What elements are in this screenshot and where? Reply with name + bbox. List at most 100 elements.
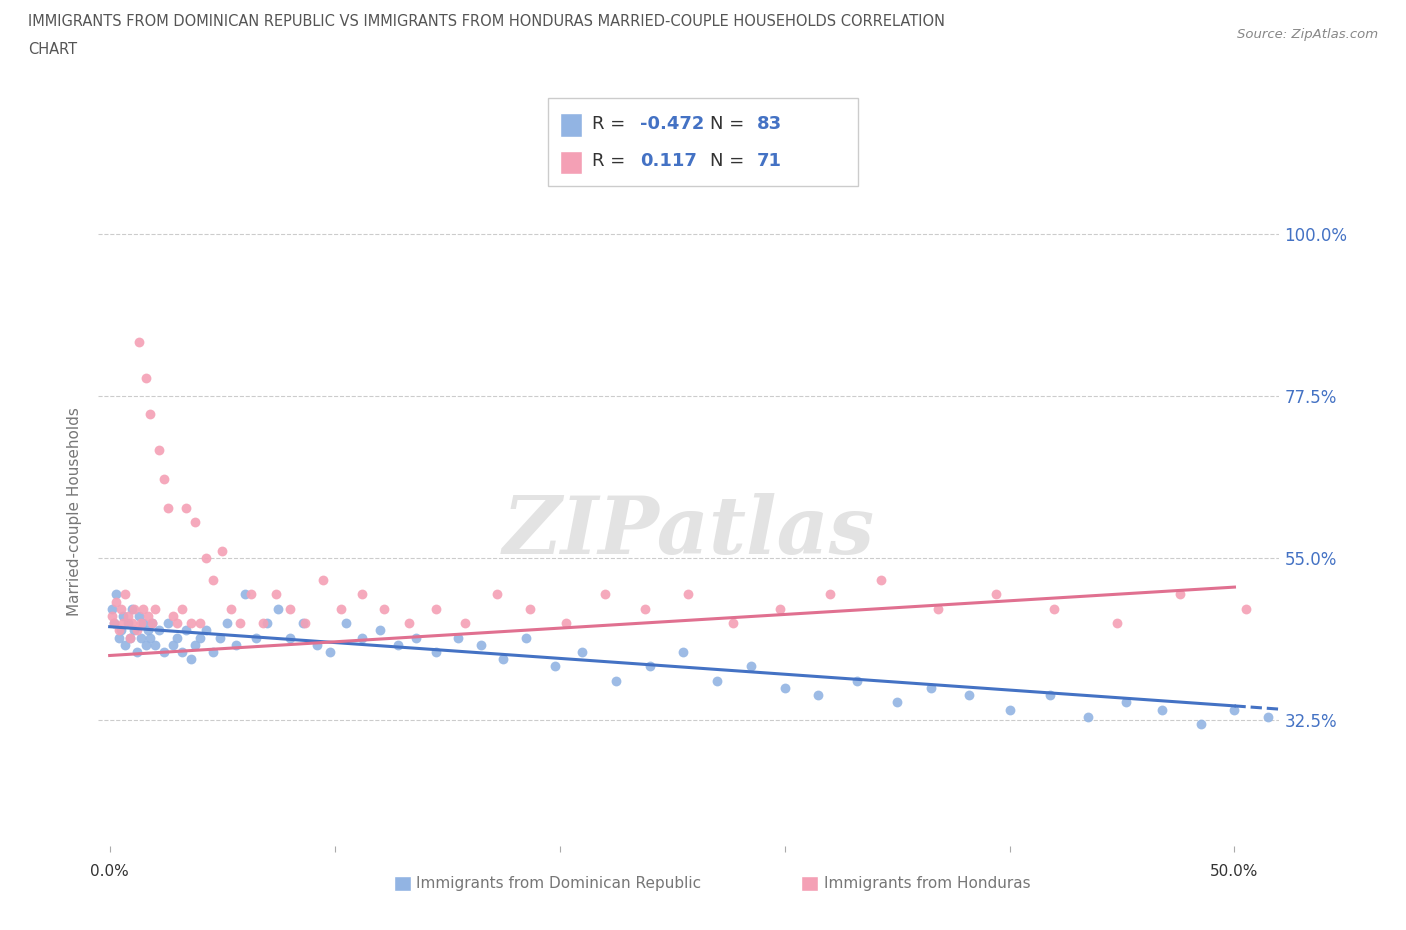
Text: 0.117: 0.117 [640,152,696,170]
Point [180,652,202,667]
Point [706,673,728,688]
Point [110,623,132,638]
Point [152,472,174,486]
Point [229,616,252,631]
Point [294,616,316,631]
Point [188,630,211,644]
Point [174,500,197,515]
Point [1324,731,1347,746]
Point [368,623,391,638]
Point [152,644,174,659]
Point [267,602,290,617]
Point [124,623,146,638]
Point [492,652,515,667]
Point [114,637,136,652]
Point [129,630,152,644]
Point [425,602,447,617]
Point [110,602,132,617]
Point [1107,616,1129,631]
Point [1302,616,1324,631]
Point [1291,716,1313,731]
Point [136,608,159,623]
Point [141,616,163,631]
Point [195,551,218,565]
Point [721,616,744,631]
Point [1115,695,1137,710]
Point [184,637,207,652]
Point [166,616,188,631]
Point [195,623,218,638]
Text: 0.0%: 0.0% [90,864,129,879]
Point [128,608,150,623]
Point [105,594,128,609]
Point [319,644,342,659]
Point [184,515,207,530]
Point [170,602,193,617]
Point [292,616,315,631]
Text: Immigrants from Dominican Republic: Immigrants from Dominican Republic [416,876,702,891]
Point [225,637,247,652]
Point [515,630,537,644]
Point [676,587,699,602]
Point [1369,587,1392,602]
Point [571,644,593,659]
Point [252,616,274,631]
Point [121,616,143,631]
Point [240,587,263,602]
Point [330,602,353,617]
Point [208,630,231,644]
Text: 71: 71 [756,152,782,170]
Point [425,644,447,659]
Text: Source: ZipAtlas.com: Source: ZipAtlas.com [1237,28,1378,41]
Point [818,587,841,602]
Point [107,623,129,638]
Point [188,616,211,631]
Point [1043,602,1066,617]
Text: 50.0%: 50.0% [1211,864,1258,879]
Point [101,602,124,617]
Text: R =: R = [592,152,631,170]
Point [387,637,409,652]
Point [125,623,148,638]
Point [1152,702,1174,717]
Point [264,587,287,602]
Point [135,371,157,386]
Point [105,587,128,602]
Point [350,587,373,602]
Point [769,602,792,617]
Point [886,695,908,710]
Point [1257,710,1279,724]
Text: 83: 83 [756,114,782,133]
Point [845,673,868,688]
Text: ZIPatlas: ZIPatlas [503,493,875,570]
Point [103,616,125,631]
Point [124,602,146,617]
Point [135,637,157,652]
Point [139,406,162,421]
Point [256,616,278,631]
Point [454,616,477,631]
Point [128,335,150,350]
Point [136,623,159,638]
Point [148,623,170,638]
Y-axis label: Married-couple Households: Married-couple Households [67,407,83,616]
Point [807,687,830,702]
Point [118,630,141,644]
Point [1039,687,1062,702]
Point [1234,602,1257,617]
Point [773,681,796,696]
Point [139,630,162,644]
Point [470,637,492,652]
Point [202,644,225,659]
Point [638,658,661,673]
Point [107,630,129,644]
Point [544,658,567,673]
Point [141,616,163,631]
Point [166,630,188,644]
Point [132,616,155,631]
Point [125,644,148,659]
Point [519,602,541,617]
Point [1392,731,1406,746]
Text: N =: N = [710,152,749,170]
Point [117,616,139,631]
